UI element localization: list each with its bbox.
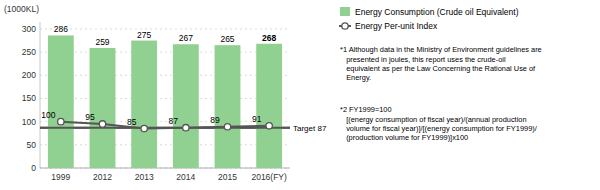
- bar-data-label: 286: [54, 24, 68, 34]
- y-tick-label: 100: [22, 117, 36, 127]
- bar: [256, 44, 282, 168]
- legend: Energy Consumption (Crude oil Equivalent…: [339, 7, 519, 31]
- note-line: presented in joules, this report uses th…: [340, 55, 506, 64]
- y-tick-label: 0: [31, 163, 36, 173]
- note-line: [(energy consumption of fiscal year)/(an…: [340, 115, 527, 124]
- note-line: *1 Although data in the Ministry of Envi…: [340, 45, 542, 54]
- plot-area: [40, 35, 290, 168]
- bar-data-label: 268: [262, 33, 276, 43]
- bar: [90, 48, 116, 168]
- x-tick-label: 2013: [135, 172, 154, 182]
- line-data-label: 85: [127, 117, 137, 127]
- grid-line: [40, 28, 290, 29]
- bar: [173, 44, 199, 168]
- line-marker: [58, 118, 64, 124]
- note: *1 Although data in the Ministry of Envi…: [340, 45, 542, 54]
- line: [61, 122, 269, 129]
- bar-data-label: 275: [137, 30, 151, 40]
- y-tick-label: 200: [22, 70, 36, 80]
- line-marker: [224, 124, 230, 130]
- line-data-label: 89: [210, 115, 220, 125]
- x-tick-label: 2016(FY): [251, 172, 287, 182]
- bar: [48, 35, 74, 168]
- grid: [40, 29, 290, 168]
- y-axis-line: [40, 22, 41, 168]
- target-label: Target 87: [293, 124, 327, 133]
- x-tick-label: 1999: [51, 172, 70, 182]
- note-line: *2 FY1999=100: [340, 105, 392, 114]
- line-marker: [183, 124, 189, 130]
- grid-line: [40, 144, 290, 145]
- y-axis-label: (1000KL): [4, 4, 39, 14]
- line-data-label: 100: [41, 110, 55, 120]
- line-marker: [99, 121, 105, 127]
- bar-data-label: 259: [95, 37, 109, 47]
- legend-label: Energy Per-unit Index: [355, 21, 438, 31]
- legend-label: Energy Consumption (Crude oil Equivalent…: [355, 7, 519, 17]
- note-line: volume for fiscal year)]/[(energy consum…: [340, 124, 538, 133]
- grid-line: [40, 98, 290, 99]
- x-tick-label: 2012: [93, 172, 112, 182]
- note: *2 FY1999=100: [340, 105, 392, 114]
- bar-data-label: 265: [220, 34, 234, 44]
- grid-line: [40, 168, 290, 169]
- x-tick-label: 2015: [218, 172, 237, 182]
- y-tick-label: 300: [22, 24, 36, 34]
- x-tick-label: 2014: [176, 172, 195, 182]
- line-data-label: 95: [85, 112, 95, 122]
- note-line: Energy.: [340, 73, 371, 82]
- grid-line: [40, 52, 290, 53]
- bar-data-label: 267: [179, 33, 193, 43]
- note-line: equivalent as per the Law Concerning the…: [340, 64, 536, 73]
- legend-marker: [342, 23, 348, 29]
- line-data-label: 87: [169, 116, 179, 126]
- chart: 0 50 100 150 200 250 300 (1000KL) 286 259 275 267 26…: [0, 0, 600, 190]
- legend-swatch: [340, 7, 350, 16]
- note-line: (production volume for FY1999)]x100: [340, 133, 468, 142]
- x-axis-line: [40, 168, 290, 169]
- line-marker: [266, 123, 272, 129]
- note: [(energy consumption of fiscal year)/(an…: [340, 115, 538, 142]
- line-marker: [141, 125, 147, 131]
- bar: [215, 45, 241, 168]
- y-tick-label: 150: [22, 93, 36, 103]
- y-tick-label: 50: [27, 140, 37, 150]
- grid-line: [40, 75, 290, 76]
- bar: [131, 41, 157, 168]
- note: presented in joules, this report uses th…: [340, 55, 536, 82]
- y-tick-label: 250: [22, 47, 36, 57]
- line-data-label: 91: [252, 114, 262, 124]
